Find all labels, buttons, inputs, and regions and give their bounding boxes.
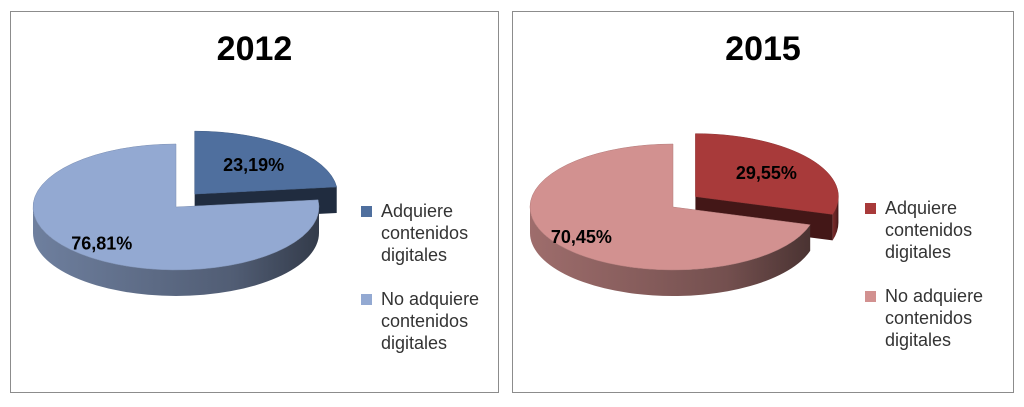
legend-item-no-adquiere: No adquiere contenidos digitales bbox=[865, 285, 983, 351]
pie-slice-side bbox=[33, 207, 319, 296]
pie-slice-no-adquiere bbox=[529, 143, 811, 271]
legend-label: No adquiere contenidos digitales bbox=[381, 289, 480, 353]
pie-slice-no-adquiere bbox=[32, 143, 320, 271]
legend-swatch bbox=[361, 294, 372, 305]
pie-slice-side bbox=[530, 207, 811, 296]
data-label: 23,19% bbox=[223, 155, 284, 175]
data-label: 29,55% bbox=[736, 163, 797, 183]
legend-item-adquiere: Adquiere contenidos digitales bbox=[865, 197, 983, 263]
legend-label: Adquiere contenidos digitales bbox=[885, 198, 973, 262]
legend: Adquiere contenidos digitales No adquier… bbox=[865, 197, 983, 373]
legend-label: No adquiere contenidos digitales bbox=[885, 286, 984, 350]
chart-title: 2012 bbox=[216, 30, 293, 68]
pie-slice-adquiere bbox=[695, 133, 839, 215]
legend-swatch bbox=[865, 291, 876, 302]
chart-panel-2015: 2015 29,55% 70,45% Adquiere contenidos di… bbox=[512, 11, 1014, 393]
legend-swatch bbox=[361, 206, 372, 217]
pie-chart-2012: 23,19% 76,81% bbox=[32, 130, 338, 296]
legend-item-adquiere: Adquiere contenidos digitales bbox=[361, 200, 479, 266]
legend-swatch bbox=[865, 203, 876, 214]
chart-panel-2012: 2012 23,19% 76,81% Adquiere contenidos di… bbox=[10, 11, 499, 393]
legend: Adquiere contenidos digitales No adquier… bbox=[361, 200, 479, 376]
pie-chart-2015: 29,55% 70,45% bbox=[529, 133, 839, 296]
pie-slice-side bbox=[832, 196, 839, 241]
data-label: 76,81% bbox=[71, 234, 132, 254]
data-label: 70,45% bbox=[551, 227, 612, 247]
pie-slice-adquiere bbox=[194, 130, 338, 195]
chart-title: 2015 bbox=[725, 30, 801, 68]
legend-label: Adquiere contenidos digitales bbox=[381, 201, 469, 265]
legend-item-no-adquiere: No adquiere contenidos digitales bbox=[361, 288, 479, 354]
